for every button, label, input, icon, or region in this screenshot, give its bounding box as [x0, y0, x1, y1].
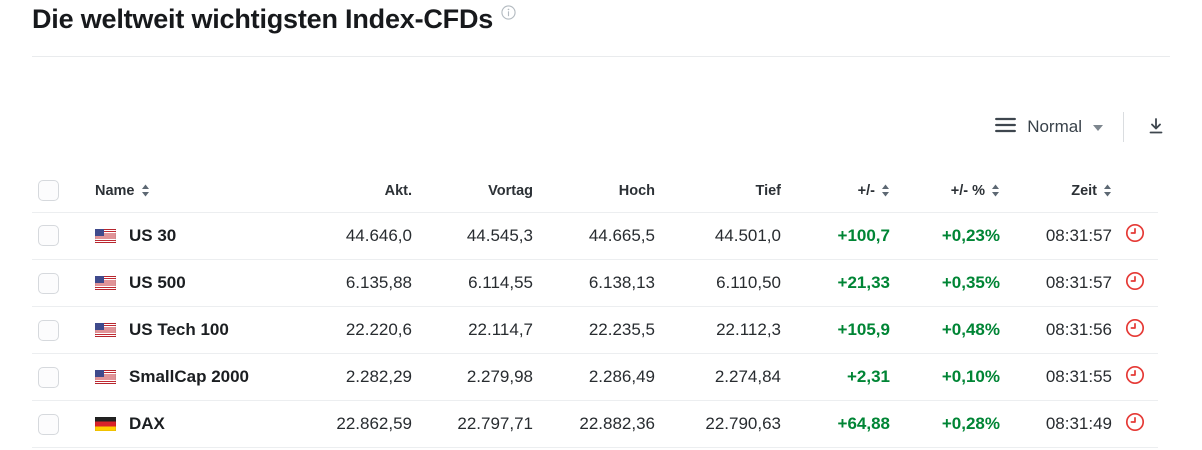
- col-header-vortag[interactable]: Vortag: [412, 170, 533, 213]
- title-row: Die weltweit wichtigsten Index-CFDs: [32, 0, 1170, 35]
- select-all-checkbox[interactable]: [38, 180, 59, 202]
- table-row[interactable]: DAX 22.862,59 22.797,71 22.882,36 22.790…: [32, 400, 1158, 448]
- page-title: Die weltweit wichtigsten Index-CFDs: [32, 4, 494, 34]
- cell-hoch: 44.665,5: [533, 212, 655, 260]
- cell-akt: 22.220,6: [308, 306, 412, 354]
- table-header-row: Name Akt. Vortag Hoch Tief +/- +/- %: [32, 170, 1158, 213]
- instrument-name[interactable]: DAX: [129, 413, 165, 433]
- us-flag-icon: [95, 322, 116, 337]
- col-header-change-pct[interactable]: +/- %: [890, 170, 1000, 213]
- cell-change: +100,7: [781, 212, 890, 260]
- col-header-zeit[interactable]: Zeit: [1000, 170, 1112, 213]
- cell-change-pct: +0,28%: [890, 400, 1000, 448]
- cell-time: 08:31:49: [1000, 400, 1112, 448]
- toolbar-divider: [1123, 112, 1124, 142]
- cell-tief: 44.501,0: [655, 212, 781, 260]
- index-table: Name Akt. Vortag Hoch Tief +/- +/- %: [32, 170, 1158, 448]
- clock-icon: [1125, 318, 1145, 342]
- col-header-name[interactable]: Name: [80, 170, 308, 213]
- clock-icon: [1125, 224, 1145, 247]
- table-row[interactable]: US 30 44.646,0 44.545,3 44.665,5 44.501,…: [32, 212, 1158, 260]
- cell-change: +105,9: [781, 306, 890, 354]
- row-checkbox[interactable]: [38, 272, 59, 294]
- cell-tief: 6.110,50: [655, 259, 781, 307]
- cell-change-pct: +0,23%: [890, 212, 1000, 260]
- cell-time: 08:31:57: [1000, 212, 1112, 260]
- instrument-name[interactable]: US 30: [129, 225, 177, 245]
- us-flag-icon: [95, 275, 116, 290]
- cell-vortag: 6.114,55: [412, 259, 533, 307]
- us-flag-icon: [95, 228, 116, 243]
- cell-hoch: 22.882,36: [533, 400, 655, 448]
- cell-change: +64,88: [781, 400, 890, 448]
- view-mode-label: Normal: [1027, 117, 1082, 136]
- table-row[interactable]: SmallCap 2000 2.282,29 2.279,98 2.286,49…: [32, 353, 1158, 401]
- table-row[interactable]: US Tech 100 22.220,6 22.114,7 22.235,5 2…: [32, 306, 1158, 354]
- cell-change-pct: +0,48%: [890, 306, 1000, 354]
- row-checkbox[interactable]: [38, 225, 59, 247]
- row-checkbox[interactable]: [38, 319, 59, 341]
- cell-change: +21,33: [781, 259, 890, 307]
- cell-vortag: 22.797,71: [412, 400, 533, 448]
- cell-tief: 2.274,84: [655, 353, 781, 401]
- us-flag-icon: [95, 369, 116, 384]
- cell-time: 08:31:57: [1000, 259, 1112, 307]
- cell-tief: 22.790,63: [655, 400, 781, 448]
- chevron-down-icon: [1093, 118, 1103, 136]
- cell-akt: 44.646,0: [308, 212, 412, 260]
- cell-akt: 22.862,59: [308, 400, 412, 448]
- cell-hoch: 22.235,5: [533, 306, 655, 354]
- cell-change-pct: +0,10%: [890, 353, 1000, 401]
- view-mode-select[interactable]: Normal: [995, 117, 1103, 138]
- cell-akt: 6.135,88: [308, 259, 412, 307]
- download-icon: [1146, 116, 1166, 139]
- sort-icon: [141, 184, 149, 197]
- row-checkbox[interactable]: [38, 366, 59, 388]
- germany-flag-icon: [95, 416, 116, 431]
- cell-vortag: 22.114,7: [412, 306, 533, 354]
- title-divider: [32, 56, 1170, 57]
- sort-icon: [882, 184, 889, 197]
- cell-vortag: 2.279,98: [412, 353, 533, 401]
- cell-time: 08:31:55: [1000, 353, 1112, 401]
- cell-hoch: 6.138,13: [533, 259, 655, 307]
- toolbar: Normal: [32, 110, 1170, 144]
- clock-icon: [1125, 271, 1145, 295]
- row-checkbox[interactable]: [38, 413, 59, 435]
- clock-icon: [1125, 412, 1145, 436]
- instrument-name[interactable]: SmallCap 2000: [129, 366, 250, 386]
- instrument-name[interactable]: US Tech 100: [129, 319, 229, 339]
- cell-vortag: 44.545,3: [412, 212, 533, 260]
- clock-icon: [1125, 365, 1145, 389]
- cell-change: +2,31: [781, 353, 890, 401]
- sort-icon: [1104, 184, 1111, 197]
- hamburger-icon: [995, 117, 1017, 138]
- cell-tief: 22.112,3: [655, 306, 781, 354]
- table-row[interactable]: US 500 6.135,88 6.114,55 6.138,13 6.110,…: [32, 259, 1158, 307]
- download-button[interactable]: [1142, 112, 1170, 143]
- cell-time: 08:31:56: [1000, 306, 1112, 354]
- info-icon[interactable]: [501, 5, 516, 25]
- cell-akt: 2.282,29: [308, 353, 412, 401]
- instrument-name[interactable]: US 500: [129, 272, 186, 292]
- sort-icon: [992, 184, 999, 197]
- col-header-tief[interactable]: Tief: [655, 170, 781, 213]
- col-header-akt[interactable]: Akt.: [308, 170, 412, 213]
- col-header-name-label: Name: [95, 182, 135, 199]
- table-body: US 30 44.646,0 44.545,3 44.665,5 44.501,…: [32, 212, 1158, 448]
- col-header-change[interactable]: +/-: [781, 170, 890, 213]
- cell-hoch: 2.286,49: [533, 353, 655, 401]
- cell-change-pct: +0,35%: [890, 259, 1000, 307]
- col-header-hoch[interactable]: Hoch: [533, 170, 655, 213]
